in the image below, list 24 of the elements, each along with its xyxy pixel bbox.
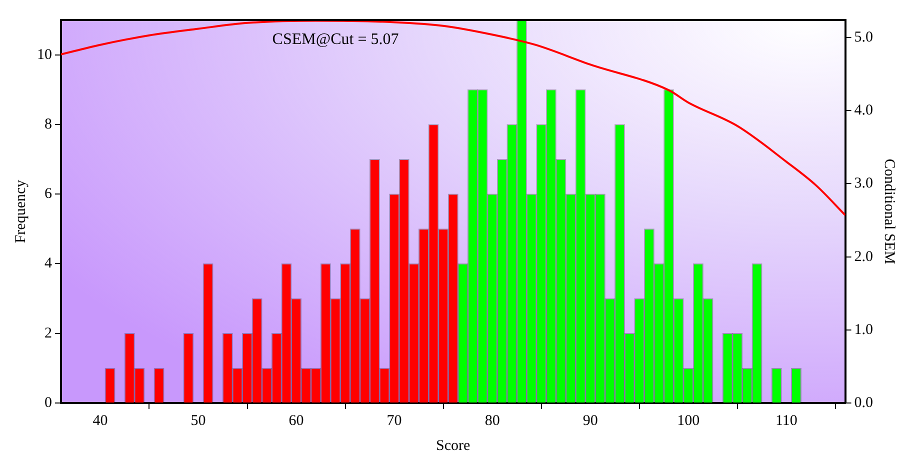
y-tick-label: 8 — [44, 116, 52, 132]
y-tick-label: 2 — [44, 325, 52, 342]
y-tick-label: 0 — [44, 394, 52, 411]
x-tick-label: 110 — [775, 412, 798, 429]
y2-tick-label: 0.0 — [854, 394, 873, 411]
x-tick-label: 60 — [288, 412, 304, 429]
y2-tick-label: 4.0 — [854, 102, 873, 119]
y-tick-label: 6 — [44, 186, 52, 202]
y-axis-title: Frequency — [12, 179, 29, 244]
annotation: CSEM@Cut = 5.07 — [272, 31, 399, 48]
x-tick-label: 80 — [484, 412, 500, 429]
y2-tick-label: 2.0 — [854, 248, 873, 265]
x-tick-label: 50 — [190, 412, 206, 429]
y2-tick-label: 5.0 — [854, 29, 873, 46]
x-tick-label: 40 — [92, 412, 108, 429]
y-tick-label: 10 — [37, 46, 52, 63]
x-tick-label: 70 — [386, 412, 402, 429]
y2-tick-label: 3.0 — [854, 176, 873, 192]
y2-axis-title: Conditional SEM — [881, 158, 898, 264]
x-tick-label: 90 — [582, 412, 598, 429]
y2-tick-label: 1.0 — [854, 322, 873, 338]
y-tick-label: 4 — [44, 256, 52, 272]
x-tick-label: 100 — [677, 412, 700, 429]
x-axis-title: Score — [436, 438, 471, 454]
